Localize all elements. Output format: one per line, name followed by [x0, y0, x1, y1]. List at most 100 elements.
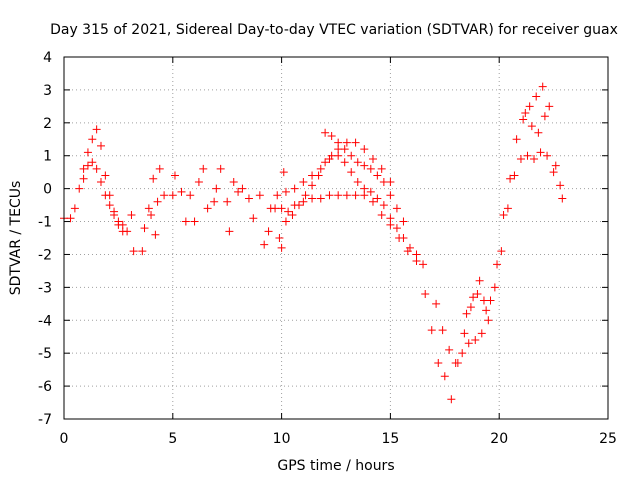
data-point	[399, 217, 408, 226]
data-point	[368, 155, 377, 164]
data-point	[434, 359, 443, 368]
data-point	[392, 224, 401, 233]
data-point	[527, 122, 536, 131]
data-point	[255, 191, 264, 200]
data-point	[199, 164, 208, 173]
data-point	[308, 194, 317, 203]
data-point	[340, 158, 349, 167]
data-point	[321, 128, 330, 137]
x-axis-label: GPS time / hours	[277, 458, 394, 474]
data-point	[379, 178, 388, 187]
data-point	[351, 191, 360, 200]
data-point	[223, 197, 232, 206]
data-point	[530, 155, 539, 164]
data-point	[66, 214, 75, 223]
data-point	[229, 178, 238, 187]
y-tick-label: 0	[43, 182, 52, 198]
data-point	[464, 339, 473, 348]
data-point	[140, 224, 149, 233]
data-point	[79, 164, 88, 173]
data-point	[190, 217, 199, 226]
data-point	[353, 158, 362, 167]
data-point	[532, 92, 541, 101]
data-point	[510, 171, 519, 180]
data-point	[360, 145, 369, 154]
data-point	[160, 191, 169, 200]
data-point	[83, 148, 92, 157]
data-point	[271, 204, 280, 213]
data-point	[490, 283, 499, 292]
data-point	[469, 293, 478, 302]
data-point	[438, 326, 447, 335]
data-point	[506, 174, 515, 183]
data-point	[149, 174, 158, 183]
x-tick-label: 10	[273, 431, 291, 447]
data-point	[273, 191, 282, 200]
data-point	[466, 303, 475, 312]
data-point	[545, 102, 554, 111]
data-point	[290, 184, 299, 193]
x-tick-label: 15	[381, 431, 399, 447]
data-point	[497, 247, 506, 256]
data-point	[536, 148, 545, 157]
series-track-a	[60, 82, 567, 404]
data-point	[284, 207, 293, 216]
data-point	[512, 135, 521, 144]
data-point	[458, 349, 467, 358]
data-point	[96, 178, 105, 187]
data-point	[325, 191, 334, 200]
data-point	[525, 102, 534, 111]
data-point	[334, 191, 343, 200]
data-point	[299, 178, 308, 187]
data-point	[556, 181, 565, 190]
data-point	[360, 161, 369, 170]
data-point	[238, 184, 247, 193]
series-track-d	[321, 128, 408, 226]
data-point	[168, 191, 177, 200]
data-point	[432, 299, 441, 308]
data-point	[386, 191, 395, 200]
data-points	[60, 82, 567, 404]
data-point	[477, 329, 486, 338]
data-point	[462, 309, 471, 318]
data-point	[347, 151, 356, 160]
data-point	[379, 201, 388, 210]
x-tick-label: 5	[168, 431, 177, 447]
data-point	[234, 187, 243, 196]
data-point	[194, 178, 203, 187]
data-point	[92, 125, 101, 134]
data-point	[366, 164, 375, 173]
data-point	[519, 115, 528, 124]
data-point	[421, 289, 430, 298]
data-point	[521, 108, 530, 117]
data-point	[216, 164, 225, 173]
series-track-c	[273, 138, 395, 200]
plot-frame	[63, 56, 609, 420]
data-point	[281, 187, 290, 196]
data-point	[92, 164, 101, 173]
y-tick-label: -2	[38, 247, 52, 263]
data-point	[186, 191, 195, 200]
data-point	[499, 210, 508, 219]
data-point	[493, 260, 502, 269]
data-point	[412, 250, 421, 259]
data-point	[340, 145, 349, 154]
data-point	[482, 306, 491, 315]
data-point	[295, 201, 304, 210]
data-point	[392, 204, 401, 213]
data-point	[523, 151, 532, 160]
data-point	[308, 181, 317, 190]
y-tick-label: -6	[38, 379, 52, 395]
data-point	[129, 247, 138, 256]
chart-title: Day 315 of 2021, Sidereal Day-to-day VTE…	[50, 22, 618, 38]
data-point	[301, 191, 310, 200]
data-point	[351, 138, 360, 147]
data-point	[203, 204, 212, 213]
data-point	[325, 155, 334, 164]
data-point	[244, 194, 253, 203]
data-point	[460, 329, 469, 338]
data-point	[321, 158, 330, 167]
data-point	[473, 289, 482, 298]
data-point	[549, 168, 558, 177]
